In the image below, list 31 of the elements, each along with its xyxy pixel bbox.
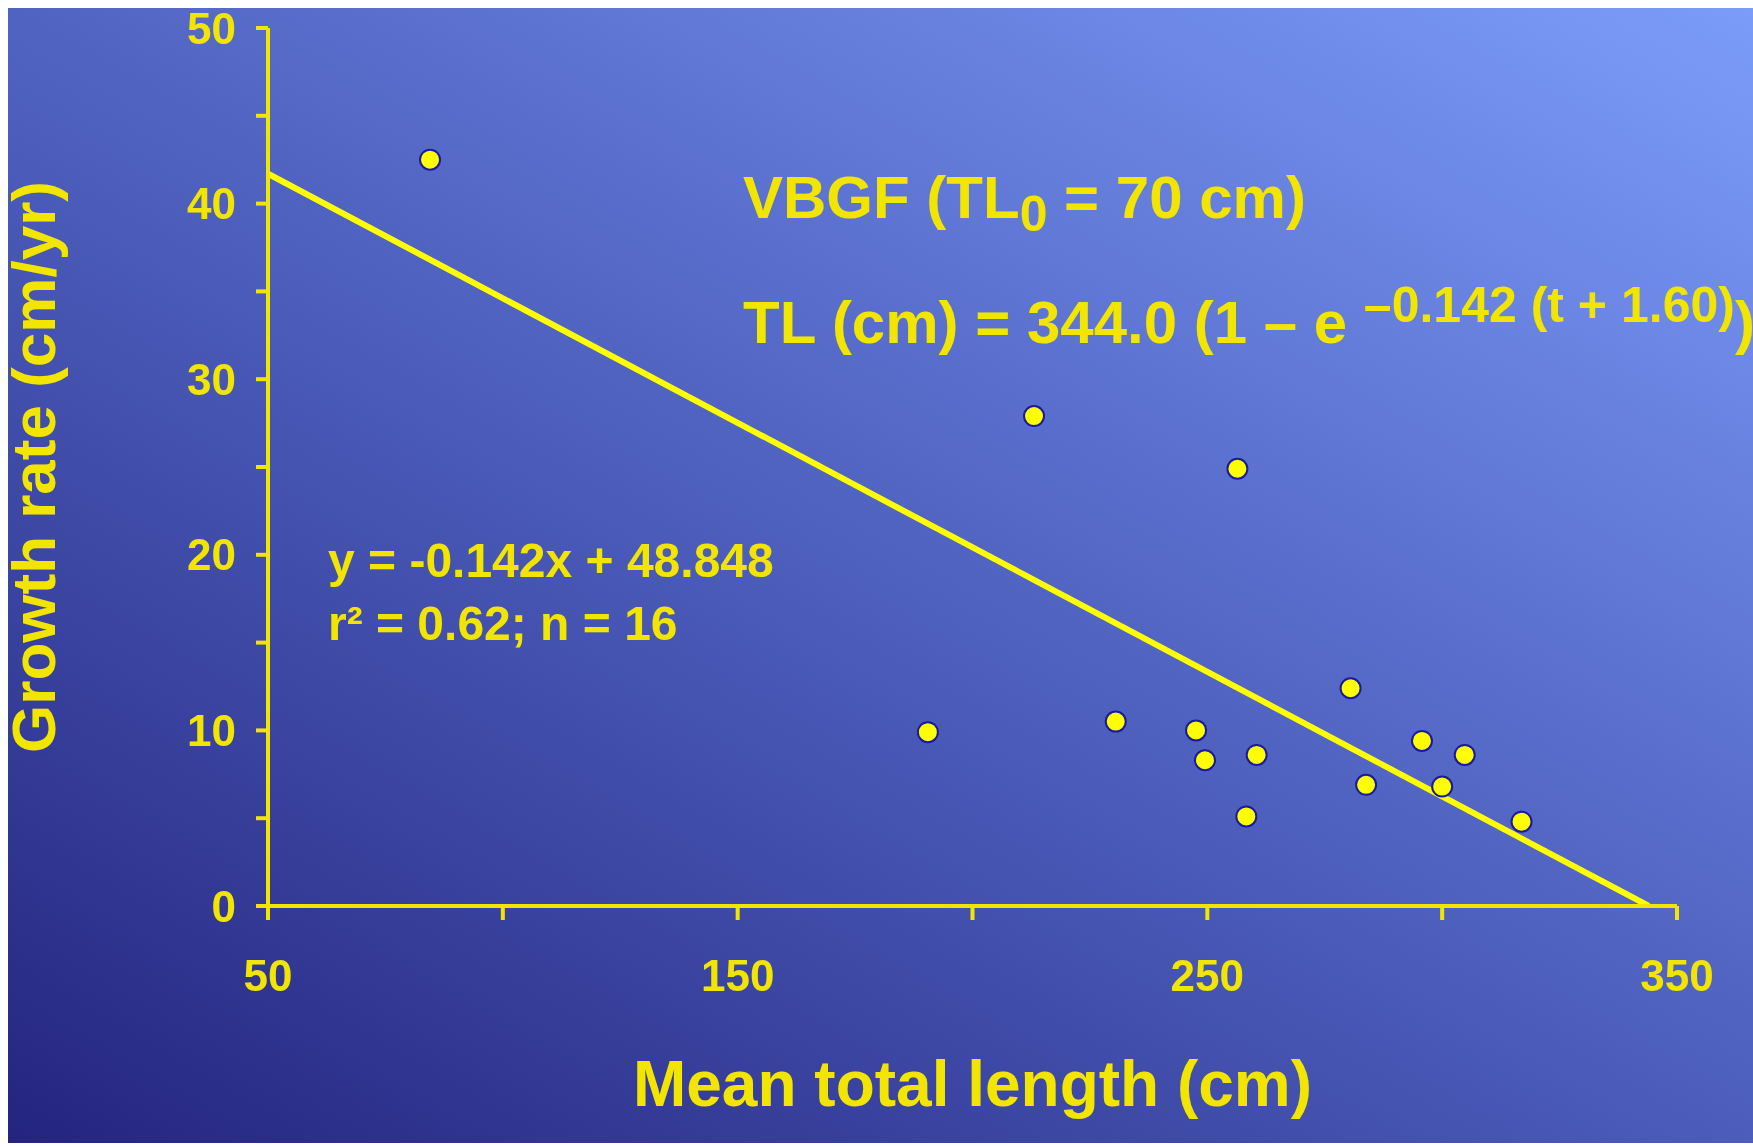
- point: [1235, 805, 1258, 828]
- annotation: VBGF (TL$_{0}$ = 70 cm): [743, 163, 1306, 243]
- point: [916, 721, 939, 744]
- y-axis-title: Growth rate (cm/yr): [0, 181, 69, 753]
- point: [1339, 677, 1362, 700]
- y-tick-label: 20: [187, 530, 236, 580]
- annotation: y = -0.142x + 48.848: [328, 533, 774, 588]
- point: [419, 148, 442, 171]
- x-tick-label: 350: [1640, 951, 1714, 1001]
- y-tick-label: 0: [211, 881, 236, 931]
- x-tick-label: 150: [700, 951, 775, 1001]
- x-tick-label: 50: [243, 951, 293, 1001]
- annotation: TL (cm) = 344.0 (1 – e $^{–0.142 (t + 1.60)}$): [743, 276, 1753, 357]
- point: [1104, 710, 1127, 733]
- point: [1193, 749, 1216, 772]
- point: [1410, 729, 1433, 752]
- y-tick-label: 10: [187, 706, 236, 756]
- point: [1023, 405, 1046, 428]
- point: [1185, 719, 1208, 742]
- y-tick-label: 40: [187, 179, 236, 229]
- y-tick-label: 30: [187, 354, 236, 404]
- x-tick-label: 250: [1170, 951, 1245, 1001]
- y-tick-label: 50: [187, 3, 236, 53]
- x-axis-title: Mean total length (cm): [632, 1048, 1313, 1120]
- point: [1245, 743, 1268, 766]
- point: [1355, 773, 1378, 796]
- point: [1453, 743, 1476, 766]
- point: [1510, 810, 1533, 833]
- point: [1226, 457, 1249, 480]
- point: [1431, 775, 1454, 798]
- annotation: r² = 0.62; n = 16: [328, 596, 678, 651]
